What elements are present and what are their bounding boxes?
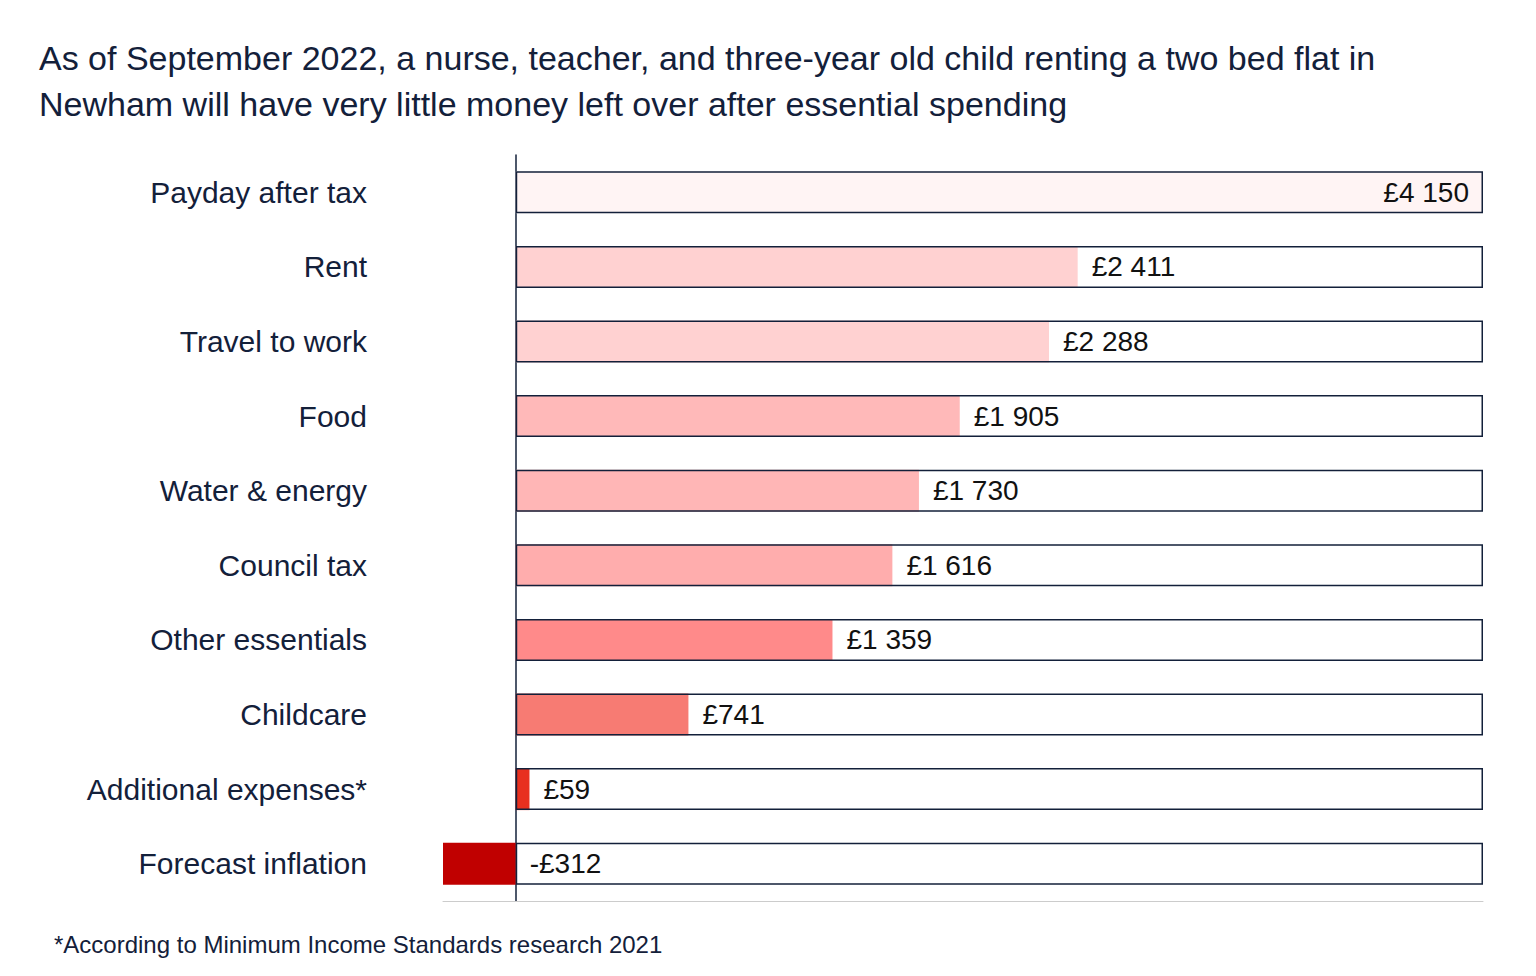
svg-text:Other essentials: Other essentials — [150, 623, 367, 656]
svg-text:*According to Minimum Income S: *According to Minimum Income Standards r… — [54, 931, 662, 958]
svg-text:Water & energy: Water & energy — [160, 474, 367, 507]
svg-text:Additional expenses*: Additional expenses* — [87, 773, 368, 806]
svg-text:Newham will have very little m: Newham will have very little money left … — [39, 85, 1067, 123]
svg-text:Payday after tax: Payday after tax — [150, 176, 367, 209]
svg-text:Travel to work: Travel to work — [180, 325, 368, 358]
svg-text:Forecast inflation: Forecast inflation — [139, 847, 367, 880]
svg-text:Rent: Rent — [304, 250, 368, 283]
svg-text:As of September 2022, a nurse,: As of September 2022, a nurse, teacher, … — [39, 39, 1385, 77]
svg-text:Childcare: Childcare — [240, 698, 367, 731]
svg-text:Council tax: Council tax — [219, 549, 367, 582]
svg-text:Food: Food — [299, 400, 367, 433]
